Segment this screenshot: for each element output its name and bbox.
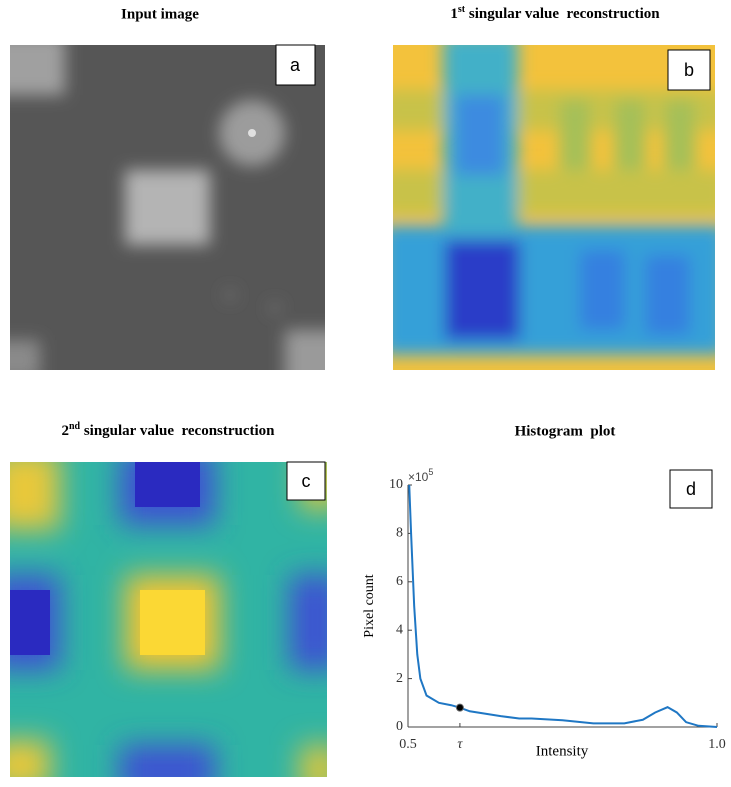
data-line [409, 485, 717, 727]
title-number: 1 [450, 6, 458, 22]
threshold-marker [456, 704, 463, 711]
panel-title: 1st singular value reconstruction [450, 4, 660, 22]
x-tick-label: 0.5 [399, 737, 417, 752]
y-multiplier: ×105 [408, 467, 433, 484]
y-tick-label: 10 [389, 477, 403, 492]
y-tick-label: 4 [396, 622, 403, 637]
title-number: 2 [61, 423, 69, 439]
y-axis-label: Pixel count [362, 574, 377, 637]
panel-label: c [302, 471, 311, 491]
panel-label: d [686, 479, 696, 499]
panel-label: b [684, 60, 694, 80]
panel-label: a [290, 55, 301, 75]
panel-title: Input image [121, 6, 199, 22]
y-tick-label: 6 [396, 574, 403, 589]
x-tick-label: 1.0 [708, 737, 726, 752]
multiplier-base: ×10 [408, 470, 429, 484]
x-tick-label: τ [457, 737, 463, 752]
multiplier-power: 5 [428, 467, 433, 477]
y-tick-label: 2 [396, 671, 403, 686]
figure: Input image 1st singular value reconstru… [0, 0, 731, 782]
x-axis-label: Intensity [536, 743, 589, 759]
title-text: singular value reconstruction [80, 423, 275, 439]
panel-title: Histogram plot [515, 423, 616, 439]
y-tick-label: 0 [396, 719, 403, 734]
title-ordinal: nd [69, 421, 81, 432]
y-tick-label: 8 [396, 526, 403, 541]
input-image [0, 35, 345, 390]
title-text: singular value reconstruction [465, 6, 660, 22]
panel-title: 2nd singular value reconstruction [61, 421, 275, 439]
